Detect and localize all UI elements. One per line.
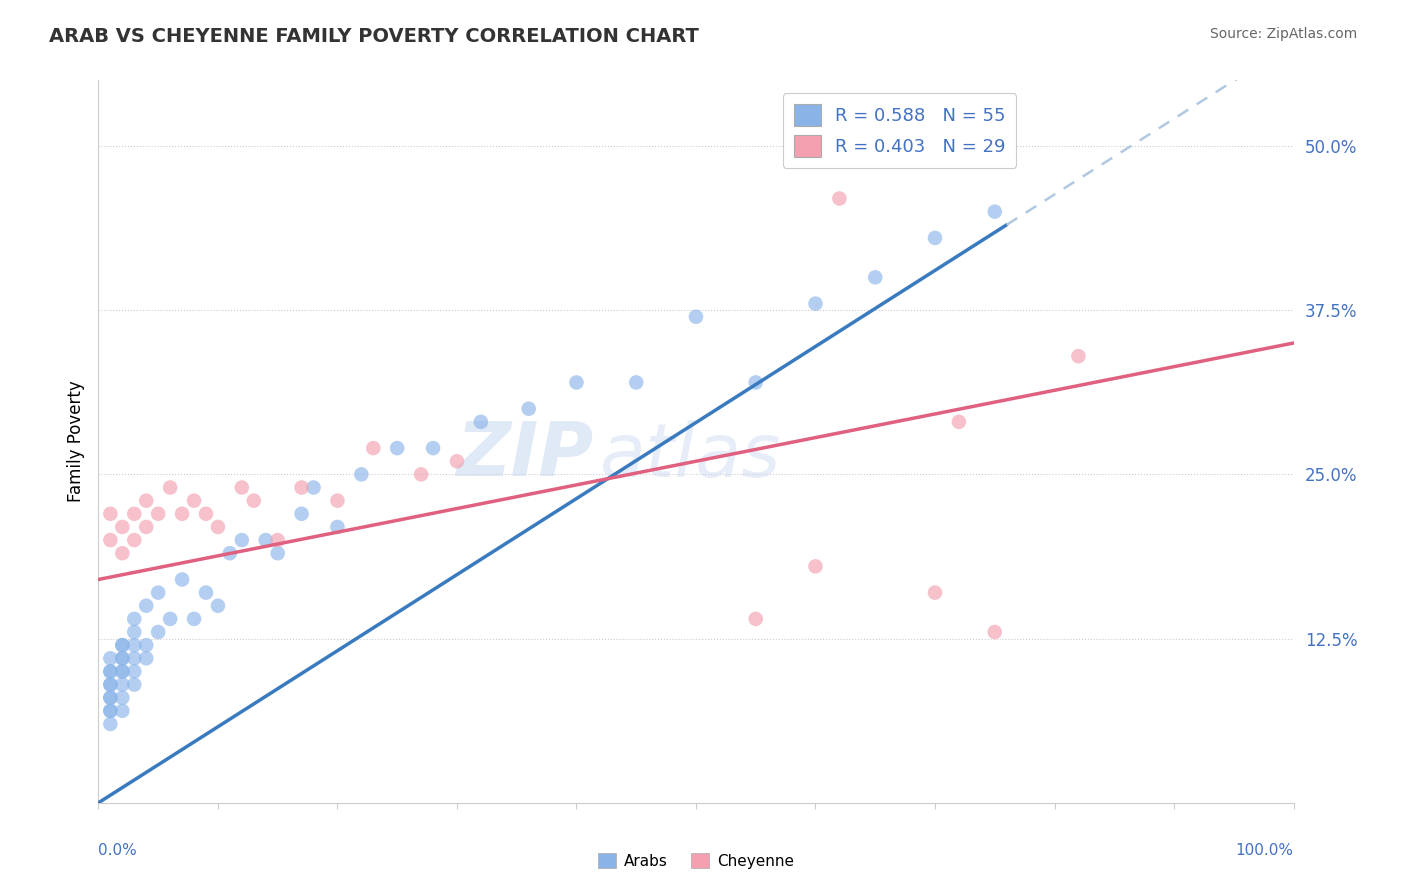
Point — [745, 376, 768, 390]
Point — [135, 638, 157, 652]
Point — [948, 415, 970, 429]
Point — [124, 651, 146, 665]
Y-axis label: Family Poverty: Family Poverty — [66, 381, 84, 502]
Point — [565, 376, 588, 390]
Point — [148, 507, 170, 521]
Point — [685, 310, 707, 324]
Point — [111, 704, 134, 718]
Point — [98, 704, 122, 718]
Point — [111, 520, 134, 534]
Point — [219, 546, 242, 560]
Point — [98, 507, 122, 521]
Point — [243, 493, 266, 508]
Point — [148, 625, 170, 640]
Point — [267, 546, 290, 560]
Point — [172, 507, 194, 521]
Point — [98, 533, 122, 547]
Point — [302, 481, 325, 495]
Point — [124, 638, 146, 652]
Point — [159, 481, 181, 495]
Point — [124, 533, 146, 547]
Point — [326, 493, 349, 508]
Point — [254, 533, 277, 547]
Point — [924, 231, 946, 245]
Point — [207, 520, 229, 534]
Point — [231, 533, 253, 547]
Point — [111, 638, 134, 652]
Point — [183, 612, 205, 626]
Point — [135, 651, 157, 665]
Point — [363, 441, 385, 455]
Point — [111, 651, 134, 665]
Point — [124, 612, 146, 626]
Point — [172, 573, 194, 587]
Point — [517, 401, 540, 416]
Point — [98, 665, 122, 679]
Point — [924, 585, 946, 599]
Point — [804, 296, 827, 310]
Point — [1067, 349, 1090, 363]
Point — [124, 507, 146, 521]
Point — [291, 481, 314, 495]
Point — [267, 533, 290, 547]
Point — [231, 481, 253, 495]
Point — [124, 625, 146, 640]
Point — [98, 677, 122, 691]
Point — [411, 467, 433, 482]
Point — [98, 717, 122, 731]
Point — [98, 651, 122, 665]
Point — [446, 454, 468, 468]
Point — [984, 204, 1007, 219]
Point — [135, 520, 157, 534]
Point — [385, 441, 409, 455]
Point — [350, 467, 373, 482]
Point — [98, 704, 122, 718]
Point — [98, 690, 122, 705]
Point — [865, 270, 887, 285]
Text: 0.0%: 0.0% — [98, 843, 138, 857]
Point — [135, 599, 157, 613]
Point — [124, 665, 146, 679]
Point — [124, 677, 146, 691]
Point — [626, 376, 648, 390]
Point — [98, 665, 122, 679]
Point — [111, 651, 134, 665]
Point — [195, 585, 218, 599]
Point — [111, 690, 134, 705]
Point — [828, 192, 851, 206]
Point — [470, 415, 492, 429]
Point — [195, 507, 218, 521]
Point — [148, 585, 170, 599]
Point — [326, 520, 349, 534]
Text: ZIP: ZIP — [457, 419, 595, 492]
Point — [111, 665, 134, 679]
Text: Source: ZipAtlas.com: Source: ZipAtlas.com — [1209, 27, 1357, 41]
Point — [291, 507, 314, 521]
Point — [804, 559, 827, 574]
Legend: Arabs, Cheyenne: Arabs, Cheyenne — [592, 847, 800, 875]
Text: 100.0%: 100.0% — [1236, 843, 1294, 857]
Point — [111, 546, 134, 560]
Point — [98, 677, 122, 691]
Point — [745, 612, 768, 626]
Point — [98, 690, 122, 705]
Point — [111, 677, 134, 691]
Point — [135, 493, 157, 508]
Point — [207, 599, 229, 613]
Point — [111, 665, 134, 679]
Point — [159, 612, 181, 626]
Text: atlas: atlas — [600, 420, 782, 492]
Point — [111, 638, 134, 652]
Point — [984, 625, 1007, 640]
Point — [422, 441, 444, 455]
Point — [183, 493, 205, 508]
Text: ARAB VS CHEYENNE FAMILY POVERTY CORRELATION CHART: ARAB VS CHEYENNE FAMILY POVERTY CORRELAT… — [49, 27, 699, 45]
